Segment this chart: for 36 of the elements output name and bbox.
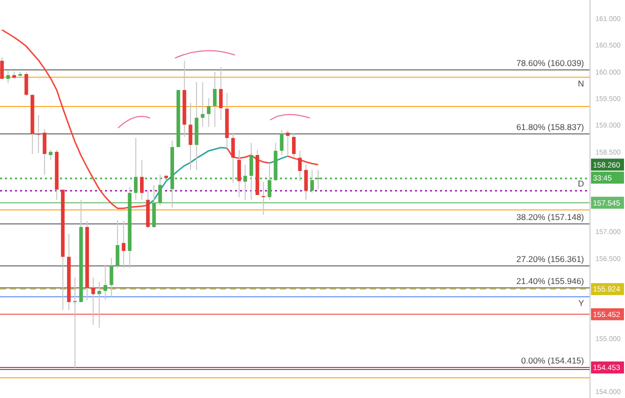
candlestick <box>231 132 235 184</box>
candlestick <box>237 149 241 198</box>
ref-line-label: 0.00% (154.415) <box>521 355 584 366</box>
candlestick <box>24 71 28 96</box>
ref-line-label: 21.40% (155.946) <box>516 276 584 286</box>
candlestick <box>206 98 211 128</box>
candlestick <box>6 70 10 84</box>
candlestick <box>110 257 114 298</box>
candlestick <box>219 66 223 120</box>
candlestick <box>262 181 266 216</box>
candlestick <box>152 184 156 229</box>
ref-line-label: 78.60% (160.039) <box>516 58 584 68</box>
candlestick <box>122 220 126 268</box>
ref-line-label: D <box>578 178 584 189</box>
candlestick <box>91 277 96 326</box>
candlestick <box>36 114 40 154</box>
candlestick <box>286 130 290 156</box>
ref-line-label: 38.20% (157.148) <box>516 212 584 222</box>
candlestick <box>298 150 302 182</box>
candlestick <box>140 159 144 200</box>
candlestick <box>104 264 108 300</box>
candlestick <box>200 82 204 128</box>
ref-line-label: N <box>578 78 584 88</box>
candlestick <box>42 128 46 176</box>
candlestick <box>0 56 4 80</box>
candlestick <box>304 164 308 200</box>
candlestick <box>116 220 120 268</box>
candlestick <box>73 277 77 368</box>
candlestick <box>134 137 138 200</box>
candlestick <box>212 71 217 128</box>
ref-line-label: 27.20% (156.361) <box>516 254 584 264</box>
ref-line-label: 61.80% (158.837) <box>516 122 584 132</box>
candlestick <box>292 133 296 158</box>
candlestick <box>188 102 192 170</box>
candlestick <box>280 130 284 156</box>
ref-line-label: Y <box>578 298 584 308</box>
